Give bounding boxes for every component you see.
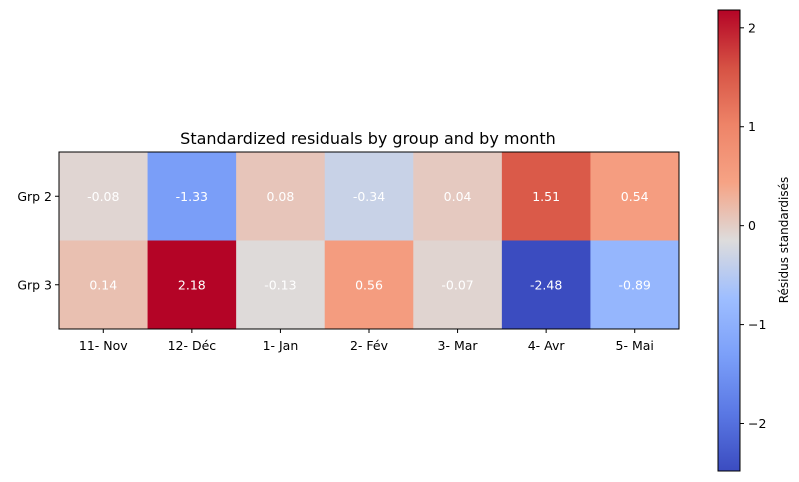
cell-value-label: 0.08	[267, 189, 295, 204]
colorbar-tick-label: 1	[748, 119, 756, 134]
cell-value-label: 0.56	[355, 277, 383, 292]
x-tick-label: 5- Mai	[616, 338, 654, 353]
colorbar-label: Résidus standardisés	[777, 177, 791, 304]
heatmap-cell	[324, 240, 414, 330]
colorbar	[717, 9, 741, 472]
heatmap-cell	[590, 152, 680, 241]
cell-value-label: 1.51	[532, 189, 560, 204]
heatmap-cell	[590, 240, 680, 330]
x-tick-label: 3- Mar	[438, 338, 479, 353]
heatmap-cells	[59, 152, 680, 330]
heatmap-cell	[147, 240, 237, 330]
heatmap-cell	[236, 240, 326, 330]
cell-value-label: -0.34	[353, 189, 385, 204]
cell-value-label: -0.07	[441, 277, 473, 292]
heatmap-cell	[413, 152, 503, 241]
x-tick-label: 1- Jan	[263, 338, 299, 353]
heatmap-cell	[413, 240, 503, 330]
cell-value-label: -1.33	[176, 189, 208, 204]
heatmap-cell	[59, 240, 149, 330]
x-tick-label: 11- Nov	[79, 338, 128, 353]
cell-value-label: 0.54	[621, 189, 649, 204]
heatmap-cell	[59, 152, 149, 241]
x-tick-label: 12- Déc	[168, 338, 217, 353]
colorbar-tick-label: 0	[748, 218, 756, 233]
cell-value-label: 2.18	[178, 277, 206, 292]
x-tick-label: 2- Fév	[350, 338, 389, 353]
colorbar-tick-label: −2	[748, 416, 766, 431]
heatmap-cell	[324, 152, 414, 241]
cell-value-label: 0.14	[89, 277, 117, 292]
heatmap-cell	[501, 240, 591, 330]
chart-title: Standardized residuals by group and by m…	[180, 129, 556, 148]
x-tick-label: 4- Avr	[528, 338, 566, 353]
cell-value-label: 0.04	[444, 189, 472, 204]
cell-value-label: -2.48	[530, 277, 562, 292]
cell-value-label: -0.89	[619, 277, 651, 292]
colorbar-tick-label: 2	[748, 20, 756, 35]
y-axis-ticks: Grp 2 Grp 3	[17, 189, 59, 292]
y-tick-label: Grp 2	[17, 189, 52, 204]
cell-value-label: -0.08	[87, 189, 119, 204]
heatmap-cell	[147, 152, 237, 241]
colorbar-tick-label: −1	[748, 317, 766, 332]
heatmap-cell	[501, 152, 591, 241]
cell-value-label: -0.13	[264, 277, 296, 292]
y-tick-label: Grp 3	[17, 277, 52, 292]
x-axis-ticks: 11- Nov 12- Déc 1- Jan 2- Fév 3- Mar 4- Avr 5-…	[79, 329, 654, 353]
plot-frame	[58, 151, 680, 330]
colorbar-ticks: −2 −1 0 1 2	[740, 20, 766, 431]
heatmap-value-labels: -0.08 -1.33 0.08 -0.34 0.04 1.51 0.54 0.14 2.18 -…	[87, 189, 651, 293]
heatmap-cell	[236, 152, 326, 241]
